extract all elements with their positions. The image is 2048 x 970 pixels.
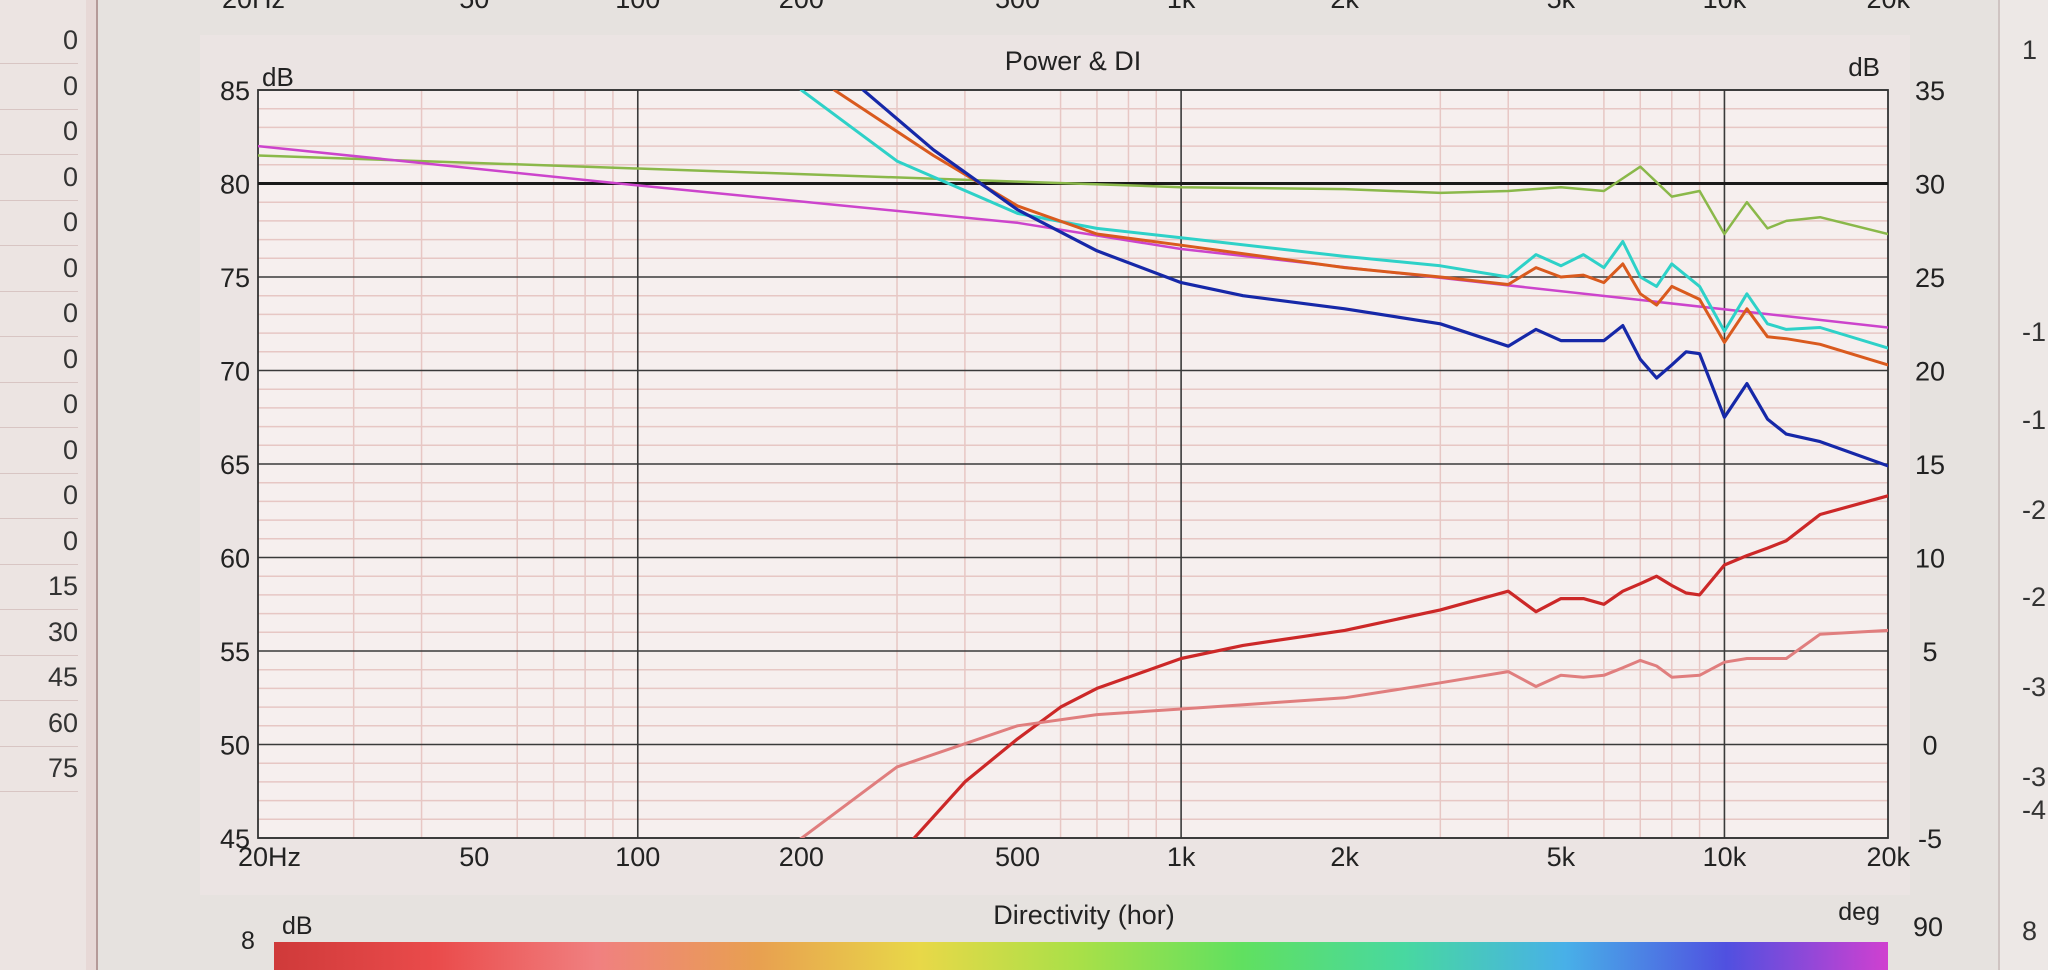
right-panel-label: 8 (2022, 916, 2038, 946)
x-tick-label: 5k (1547, 842, 1576, 872)
right-y-tick-label: 35 (1915, 76, 1945, 106)
right-panel-label: -3 (2022, 672, 2047, 702)
top-x-tick-label: 10k (1703, 0, 1747, 14)
left-panel-value: 0 (0, 64, 78, 110)
right-panel-label: -3 (2022, 762, 2047, 792)
right-y-tick-label: -5 (1918, 824, 1942, 854)
right-panel-label: 1 (2022, 35, 2038, 65)
series-layer (258, 90, 1888, 838)
directivity-x-unit: deg (1838, 898, 1880, 926)
left-y-tick-label: 55 (220, 637, 250, 667)
right-y-tick-label: 25 (1915, 263, 1945, 293)
left-panel-value: 15 (0, 564, 78, 610)
right-panel-label: -2 (2022, 582, 2047, 612)
left-axis-unit: dB (262, 62, 294, 92)
right-y-tick-label: 20 (1915, 357, 1945, 387)
left-panel-value: 0 (0, 246, 78, 292)
left-panel-value: 0 (0, 473, 78, 519)
left-y-tick-label: 60 (220, 544, 250, 574)
x-tick-label: 1k (1167, 842, 1196, 872)
x-axis: 20Hz 50 100 200 500 1k 2k 5k 10k 20k (238, 842, 1910, 872)
directivity-y-top-label: 8 (241, 927, 255, 955)
plot-border (257, 89, 1889, 839)
chart-title: Power & DI (1005, 46, 1142, 76)
x-tick-label: 50 (459, 842, 489, 872)
left-y-tick-label: 65 (220, 450, 250, 480)
directivity-y-unit: dB (282, 912, 313, 940)
series-line-4 (799, 90, 1888, 350)
x-tick-label: 200 (779, 842, 824, 872)
right-y-axis: -5 0 5 10 15 20 25 30 35 (1915, 76, 1945, 854)
x-tick-label: 2k (1330, 842, 1359, 872)
right-axis-unit: dB (1848, 52, 1880, 82)
left-panel-value: 0 (0, 155, 78, 201)
left-value-panel: 0 0 0 0 0 0 0 0 0 0 0 0 15 30 45 60 75 (0, 0, 98, 970)
right-panel-label: -4 (2022, 795, 2047, 825)
left-panel-value: 45 (0, 655, 78, 701)
series-line-2 (258, 154, 1888, 236)
right-value-panel: 1 -1 -1 -2 -2 -3 -3 -4 8 (1998, 0, 2048, 970)
right-panel-label: -2 (2022, 495, 2047, 525)
left-y-tick-label: 70 (220, 357, 250, 387)
top-x-tick-label: 1k (1167, 0, 1196, 14)
directivity-right-top-label: 90 (1913, 912, 1943, 942)
left-panel-value: 0 (0, 291, 78, 337)
top-x-tick-label: 500 (995, 0, 1040, 14)
left-panel-value: 0 (0, 382, 78, 428)
top-frequency-axis: 20Hz 50 100 200 500 1k 2k 5k 10k 20k (222, 0, 1910, 14)
left-y-tick-label: 85 (220, 76, 250, 106)
x-tick-label: 20Hz (238, 842, 301, 872)
series-line-8 (799, 628, 1888, 838)
left-y-tick-label: 80 (220, 170, 250, 200)
x-tick-label: 100 (615, 842, 660, 872)
directivity-color-strip (274, 942, 1888, 970)
top-x-tick-label: 100 (615, 0, 660, 14)
right-panel-label: -1 (2022, 405, 2047, 435)
top-x-tick-label: 200 (779, 0, 824, 14)
right-y-tick-label: 5 (1922, 637, 1937, 667)
left-panel-value: 0 (0, 200, 78, 246)
directivity-panel: Directivity (hor) 8 dB deg 90 (241, 898, 1943, 970)
left-panel-value: 60 (0, 701, 78, 747)
right-y-tick-label: 0 (1922, 731, 1937, 761)
left-panel-value: 75 (0, 746, 78, 792)
left-panel-value: 0 (0, 109, 78, 155)
left-panel-value: 0 (0, 337, 78, 383)
x-tick-label: 10k (1703, 842, 1747, 872)
left-y-tick-label: 45 (220, 824, 250, 854)
left-panel-value: 0 (0, 519, 78, 565)
series-line-7 (912, 494, 1888, 838)
top-x-tick-label: 20Hz (222, 0, 285, 14)
top-x-tick-label: 2k (1330, 0, 1359, 14)
right-y-tick-label: 10 (1915, 544, 1945, 574)
right-panel-label: -1 (2022, 317, 2047, 347)
top-x-tick-label: 20k (1866, 0, 1910, 14)
left-panel-value: 30 (0, 610, 78, 656)
x-tick-label: 20k (1866, 842, 1910, 872)
top-x-tick-label: 5k (1547, 0, 1576, 14)
series-line-5 (832, 90, 1888, 367)
left-panel-value: 0 (0, 18, 78, 64)
left-y-tick-label: 75 (220, 263, 250, 293)
left-y-tick-label: 50 (220, 731, 250, 761)
left-y-axis: 45 50 55 60 65 70 75 80 85 (220, 76, 250, 854)
right-y-tick-label: 15 (1915, 450, 1945, 480)
left-panel-edge (86, 0, 96, 970)
x-tick-label: 500 (995, 842, 1040, 872)
top-x-tick-label: 50 (459, 0, 489, 14)
directivity-title: Directivity (hor) (993, 900, 1175, 930)
right-y-tick-label: 30 (1915, 170, 1945, 200)
series-line-6 (861, 90, 1888, 468)
left-panel-value: 0 (0, 428, 78, 474)
